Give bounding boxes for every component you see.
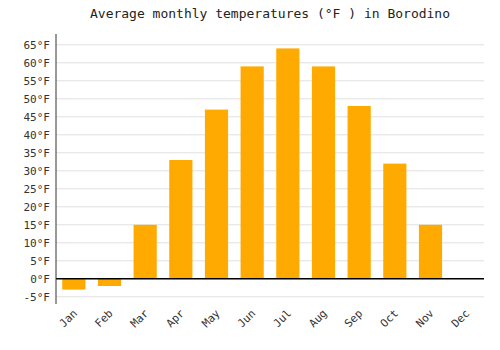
bar	[241, 66, 264, 278]
title: Average monthly temperatures (°F ) in Bo…	[90, 6, 450, 21]
y-tick-label: 10°F	[24, 237, 51, 250]
x-tick-label: Oct	[378, 307, 401, 330]
grid-line	[56, 188, 484, 189]
y-tick-label: 25°F	[24, 183, 51, 196]
grid-line	[56, 98, 484, 99]
x-tick-label: Jun	[235, 307, 258, 330]
y-tick-label: 65°F	[24, 39, 51, 52]
x-tick-label: Sep	[342, 307, 365, 330]
y-axis-line	[56, 34, 57, 304]
x-tick-label: Dec	[449, 307, 472, 330]
bar	[62, 279, 85, 290]
y-tick-label: -5°F	[24, 291, 51, 304]
bar	[276, 48, 299, 278]
y-tick-label: 60°F	[24, 57, 51, 70]
grid-line	[56, 278, 484, 279]
x-tick-label: Jan	[57, 307, 80, 330]
x-tick-label: Apr	[164, 307, 188, 331]
bar	[348, 106, 371, 279]
x-tick-label: May	[199, 307, 223, 331]
bars	[62, 48, 478, 289]
y-tick-label: 15°F	[24, 219, 51, 232]
y-tick-label: 20°F	[24, 201, 51, 214]
x-tick-label: Mar	[128, 307, 152, 331]
grid-line	[56, 44, 484, 45]
chart: Average monthly temperatures (°F ) in Bo…	[0, 0, 500, 350]
grid-line	[56, 296, 484, 297]
grid-line	[56, 134, 484, 135]
chart-container: Average monthly temperatures (°F ) in Bo…	[0, 0, 500, 350]
grid-line	[56, 170, 484, 171]
x-tick-label: Feb	[92, 307, 115, 330]
grid	[56, 45, 484, 297]
x-tick-label: Nov	[413, 307, 437, 331]
grid-line	[56, 206, 484, 207]
bar	[419, 225, 442, 279]
y-tick-label: 30°F	[24, 165, 51, 178]
x-tick-label: Aug	[306, 307, 329, 330]
bar	[312, 66, 335, 278]
y-tick-label: 35°F	[24, 147, 51, 160]
y-tick-label: 50°F	[24, 93, 51, 106]
zero-line	[56, 278, 484, 280]
grid-line	[56, 116, 484, 117]
x-tick-label: Jul	[271, 307, 294, 330]
y-tick-label: 5°F	[30, 255, 50, 268]
y-tick-label: 0°F	[30, 273, 50, 286]
bar	[134, 225, 157, 279]
grid-line	[56, 62, 484, 63]
grid-line	[56, 80, 484, 81]
bar	[383, 164, 406, 279]
bar	[169, 160, 192, 279]
y-tick-label: 45°F	[24, 111, 51, 124]
y-tick-label: 40°F	[24, 129, 51, 142]
bar	[205, 110, 228, 279]
grid-line	[56, 152, 484, 153]
bar	[98, 279, 121, 286]
y-tick-label: 55°F	[24, 75, 51, 88]
